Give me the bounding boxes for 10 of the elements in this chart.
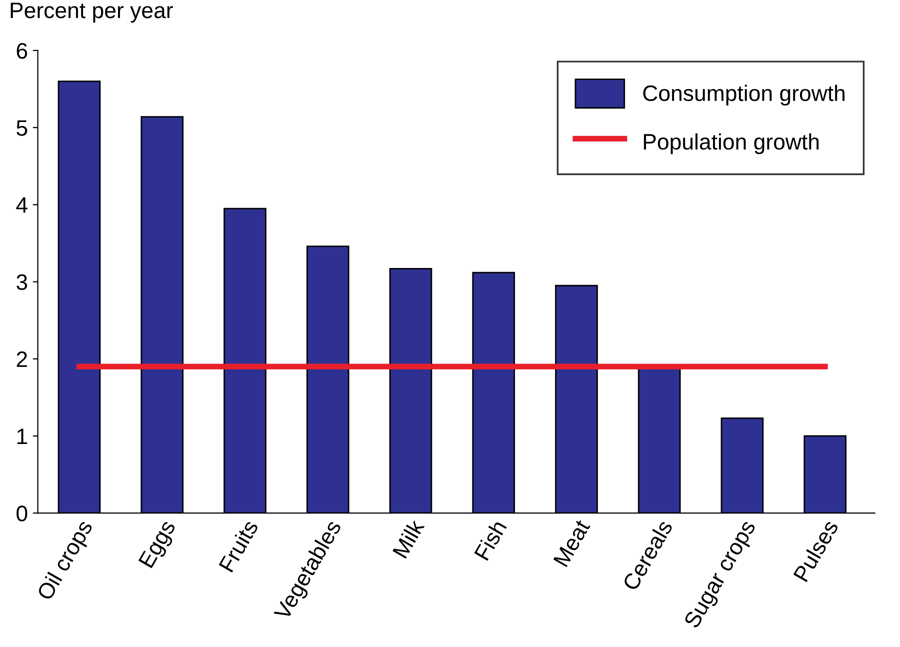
legend-label: Consumption growth bbox=[643, 84, 844, 106]
y-tick-label: 5 bbox=[16, 120, 28, 136]
y-tick-label: 3 bbox=[16, 274, 28, 290]
y-tick-label: 2 bbox=[16, 351, 27, 367]
y-tick-label: 0 bbox=[16, 506, 28, 522]
y-tick-label: 6 bbox=[16, 43, 28, 59]
y-tick-label: 4 bbox=[16, 197, 28, 213]
y-tick-label: 1 bbox=[17, 428, 27, 444]
y-axis-title: Percent per year bbox=[10, 2, 173, 23]
legend-label: Population growth bbox=[644, 133, 819, 154]
